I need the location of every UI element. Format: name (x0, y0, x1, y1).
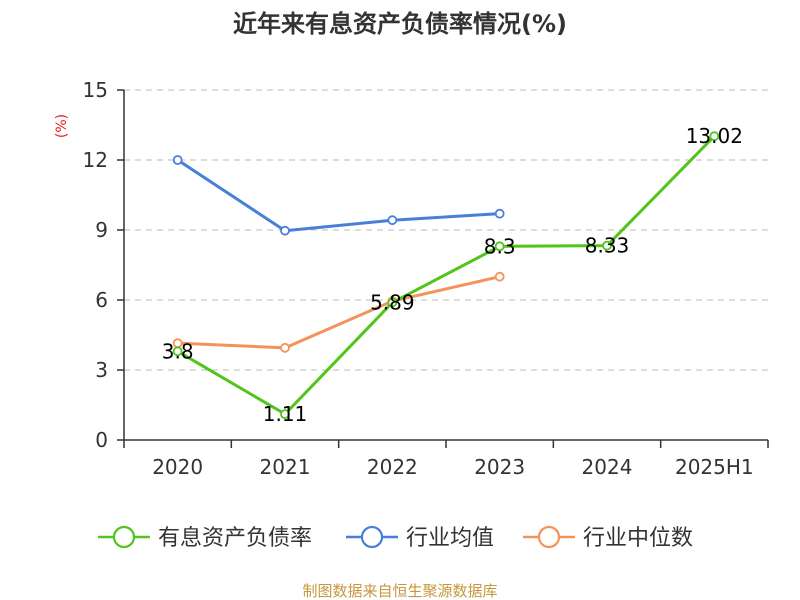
legend-item[interactable]: 有息资产负债率 (98, 525, 312, 551)
y-axis-unit-label: (%) (54, 114, 70, 138)
series-line (177, 275, 501, 350)
x-tick-label: 2020 (152, 455, 203, 479)
data-point (602, 240, 612, 251)
y-tick-label: 15 (83, 78, 108, 102)
data-point (494, 241, 505, 252)
data-point (280, 342, 290, 353)
data-point (494, 271, 505, 282)
legend-label: 行业均值 (406, 526, 494, 551)
legend-marker-icon (112, 525, 136, 549)
legend-label: 行业中位数 (583, 526, 693, 551)
data-label: 8.3 (484, 234, 516, 258)
data-point (280, 225, 290, 236)
series-lines (172, 131, 720, 420)
y-tick-label: 9 (95, 218, 108, 242)
data-label: 13.02 (686, 124, 743, 148)
y-tick-label: 12 (83, 148, 108, 172)
axes: 0 3 6 9 12 15 2020 2021 2022 2023 2024 2025H1 (83, 78, 769, 479)
data-point (172, 155, 183, 165)
data-point (387, 215, 398, 226)
x-tick-label: 2021 (260, 455, 311, 479)
x-tick-label: 2022 (367, 455, 418, 479)
legend-item[interactable]: 行业中位数 (523, 525, 693, 551)
data-point (280, 409, 290, 420)
series-line (176, 158, 500, 233)
x-tick-label: 2024 (582, 455, 633, 479)
data-point (709, 131, 720, 142)
chart-title: 近年来有息资产负债率情况(%) (233, 10, 567, 38)
legend-item[interactable]: 行业均值 (346, 525, 494, 551)
data-point (387, 297, 398, 308)
legend-marker-icon (537, 525, 561, 549)
legend-marker-icon (360, 525, 384, 549)
data-label: 5.89 (370, 291, 415, 315)
data-point (494, 208, 505, 219)
y-tick-label: 6 (95, 288, 108, 312)
legend-label: 有息资产负债率 (158, 526, 312, 551)
data-labels: 3.8 1.11 5.89 8.3 8.33 13.02 (162, 124, 743, 426)
y-tick-label: 0 (95, 428, 108, 452)
legend[interactable]: 有息资产负债率 行业均值 行业中位数 (98, 525, 693, 551)
grid-lines (124, 89, 768, 371)
data-label: 8.33 (585, 234, 630, 258)
data-label: 1.11 (263, 402, 308, 426)
y-tick-label: 3 (95, 358, 108, 382)
data-label: 3.8 (162, 339, 194, 363)
series-line (176, 135, 716, 416)
x-tick-label: 2025H1 (675, 455, 754, 479)
x-tick-label: 2023 (474, 455, 525, 479)
data-point (172, 346, 183, 357)
source-note: 制图数据来自恒生聚源数据库 (302, 582, 497, 600)
